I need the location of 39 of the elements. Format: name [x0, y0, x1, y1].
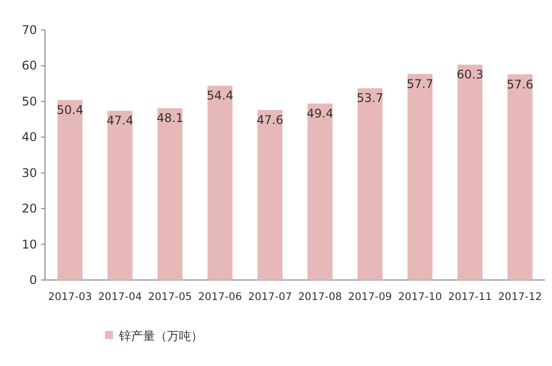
data-label: 47.4: [106, 114, 134, 128]
data-label: 53.7: [356, 91, 384, 106]
y-tick-label: 60: [22, 58, 37, 73]
bar: [358, 88, 382, 280]
y-tick-label: 10: [22, 237, 37, 252]
bar: [408, 74, 432, 280]
bar: [458, 64, 482, 280]
data-label: 48.1: [156, 111, 184, 126]
y-tick-label: 20: [22, 202, 37, 216]
x-tick-label: 2017-03: [48, 291, 92, 303]
x-tick-label: 2017-05: [148, 291, 192, 303]
bar: [108, 110, 132, 280]
data-label: 57.6: [506, 77, 534, 92]
data-label: 57.7: [406, 76, 434, 91]
data-label: 54.4: [206, 88, 234, 103]
data-label: 50.4: [56, 103, 84, 117]
x-tick-label: 2017-10: [398, 291, 442, 303]
bar: [258, 110, 282, 280]
data-label: 49.4: [306, 106, 334, 121]
bar: [508, 74, 532, 280]
y-tick-label: 70: [22, 23, 37, 37]
x-tick-label: 2017-09: [348, 291, 392, 303]
x-tick-label: 2017-12: [498, 291, 542, 303]
data-label: 47.6: [256, 113, 284, 127]
x-tick-label: 2017-06: [198, 291, 242, 303]
y-tick-label: 30: [22, 166, 37, 180]
bar: [158, 108, 182, 280]
x-tick-label: 2017-04: [98, 291, 142, 303]
y-tick-label: 0: [29, 273, 37, 287]
legend-label: 锌产量（万吨）: [118, 329, 203, 343]
x-tick-label: 2017-07: [248, 291, 292, 303]
bar: [208, 86, 232, 280]
x-tick-label: 2017-08: [298, 291, 342, 303]
data-label: 60.3: [456, 68, 484, 82]
x-tick-label: 2017-11: [448, 291, 492, 303]
y-tick-label: 50: [22, 94, 37, 108]
bar: [308, 104, 332, 280]
bar: [58, 100, 82, 280]
y-tick-label: 40: [22, 130, 37, 144]
